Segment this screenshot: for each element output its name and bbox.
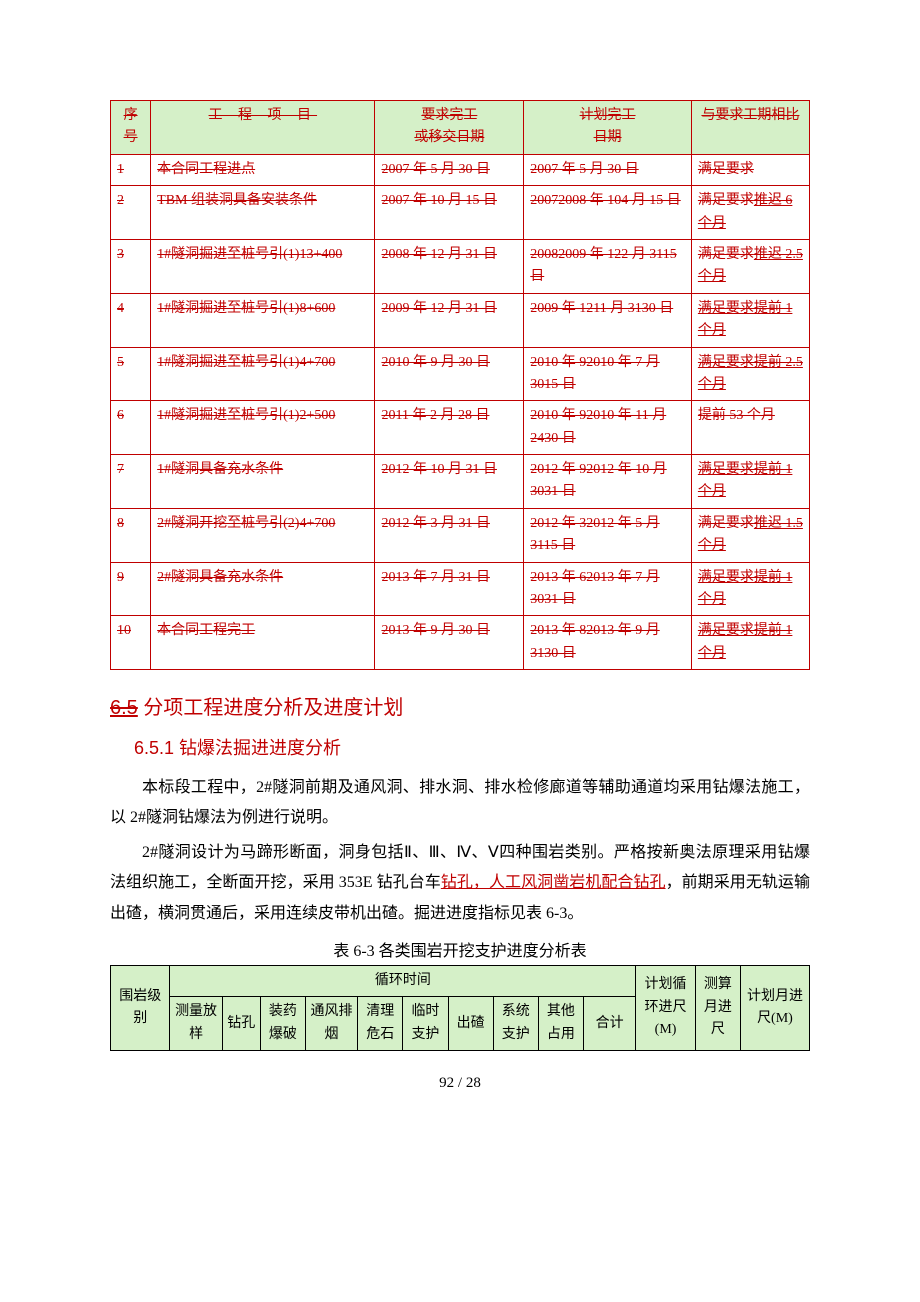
table-cell: 1#隧洞掘进至桩号引(1)13+400 — [151, 239, 375, 293]
heading-2-number: 6.5 — [110, 697, 138, 719]
th-seq: 序号 — [111, 101, 151, 155]
table-cell: 提前 53 个月 — [691, 401, 809, 455]
table-row: 92#隧洞具备充水条件2013 年 7 月 31 日2013 年 62013 年… — [111, 562, 810, 616]
progress-analysis-table: 围岩级别 循环时间 计划循环进尺(M) 测算月进尺 计划月进尺(M) 测量放样 … — [110, 965, 810, 1051]
table-cell: 1 — [111, 154, 151, 185]
table-cell: 2013 年 7 月 31 日 — [375, 562, 524, 616]
table-cell: 2010 年 92010 年 11 月 2430 日 — [524, 401, 692, 455]
th-c8: 系统支护 — [493, 997, 538, 1051]
table-cell: 满足要求 — [691, 154, 809, 185]
table-cell: 2012 年 92012 年 10 月 3031 日 — [524, 455, 692, 509]
table-cell: 10 — [111, 616, 151, 670]
table-cell: 7 — [111, 455, 151, 509]
table-cell: 满足要求推迟 2.5 个月 — [691, 239, 809, 293]
table-cell: 2013 年 9 月 30 日 — [375, 616, 524, 670]
table-cell: 满足要求提前 1 个月 — [691, 562, 809, 616]
p2-part-b: 钻孔，人工风洞凿岩机配合钻孔 — [441, 874, 666, 891]
table-row: 1本合同工程进点2007 年 5 月 30 日2007 年 5 月 30 日满足… — [111, 154, 810, 185]
th-c4: 通风排烟 — [305, 997, 357, 1051]
th-rock-grade: 围岩级别 — [111, 965, 170, 1050]
table-cell: 20072008 年 104 月 15 日 — [524, 186, 692, 240]
table-cell: 2 — [111, 186, 151, 240]
table-cell: 2007 年 5 月 30 日 — [375, 154, 524, 185]
th-plan: 计划完工日期 — [524, 101, 692, 155]
schedule-table-head: 序号 工 程 项 目 要求完工或移交日期 计划完工日期 与要求工期相比 — [111, 101, 810, 155]
table-cell: 1#隧洞掘进至桩号引(1)2+500 — [151, 401, 375, 455]
th-cycle-time: 循环时间 — [170, 965, 636, 996]
table-row: 10本合同工程完工2013 年 9 月 30 日2013 年 82013 年 9… — [111, 616, 810, 670]
th-c3: 装药爆破 — [260, 997, 305, 1051]
table-cell: 2007 年 5 月 30 日 — [524, 154, 692, 185]
table-cell: 满足要求推迟 1.5 个月 — [691, 508, 809, 562]
table-cell: 1#隧洞掘进至桩号引(1)4+700 — [151, 347, 375, 401]
th-cmp: 与要求工期相比 — [691, 101, 809, 155]
th-c5: 清理危石 — [358, 997, 403, 1051]
table-row: 41#隧洞掘进至桩号引(1)8+6002009 年 12 月 31 日2009 … — [111, 293, 810, 347]
table-cell: TBM 组装洞具备安装条件 — [151, 186, 375, 240]
table-cell: 满足要求提前 1 个月 — [691, 293, 809, 347]
table-row: 51#隧洞掘进至桩号引(1)4+7002010 年 9 月 30 日2010 年… — [111, 347, 810, 401]
table-cell: 满足要求提前 1 个月 — [691, 455, 809, 509]
heading-2-text: 分项工程进度分析及进度计划 — [138, 697, 404, 719]
table-cell: 4 — [111, 293, 151, 347]
th-plan-month: 计划月进尺(M) — [740, 965, 809, 1050]
table-cell: 2009 年 1211 月 3130 日 — [524, 293, 692, 347]
table-cell: 20082009 年 122 月 3115 日 — [524, 239, 692, 293]
table-cell: 2012 年 3 月 31 日 — [375, 508, 524, 562]
th-c9: 其他占用 — [538, 997, 583, 1051]
table-cell: 2011 年 2 月 28 日 — [375, 401, 524, 455]
schedule-table-body: 1本合同工程进点2007 年 5 月 30 日2007 年 5 月 30 日满足… — [111, 154, 810, 669]
table-cell: 2012 年 32012 年 5 月 3115 日 — [524, 508, 692, 562]
th-calc-month: 测算月进尺 — [695, 965, 740, 1050]
heading-3: 6.5.1 钻爆法掘进进度分析 — [134, 734, 810, 763]
table-caption: 表 6-3 各类围岩开挖支护进度分析表 — [110, 937, 810, 961]
th-c1: 测量放样 — [170, 997, 222, 1051]
table-cell: 2007 年 10 月 15 日 — [375, 186, 524, 240]
progress-table-head: 围岩级别 循环时间 计划循环进尺(M) 测算月进尺 计划月进尺(M) 测量放样 … — [111, 965, 810, 1050]
table-cell: 2010 年 9 月 30 日 — [375, 347, 524, 401]
table-cell: 满足要求推迟 6 个月 — [691, 186, 809, 240]
table-cell: 1#隧洞掘进至桩号引(1)8+600 — [151, 293, 375, 347]
table-cell: 5 — [111, 347, 151, 401]
page-footer: 92 / 28 — [110, 1075, 810, 1092]
table-cell: 1#隧洞具备充水条件 — [151, 455, 375, 509]
paragraph-2: 2#隧洞设计为马蹄形断面，洞身包括Ⅱ、Ⅲ、Ⅳ、Ⅴ四种围岩类别。严格按新奥法原理采… — [110, 838, 810, 929]
th-c6: 临时支护 — [403, 997, 448, 1051]
th-plan-cycle: 计划循环进尺(M) — [636, 965, 695, 1050]
table-cell: 2009 年 12 月 31 日 — [375, 293, 524, 347]
table-cell: 2#隧洞开挖至桩号引(2)4+700 — [151, 508, 375, 562]
table-cell: 满足要求提前 2.5 个月 — [691, 347, 809, 401]
th-req: 要求完工或移交日期 — [375, 101, 524, 155]
table-cell: 本合同工程完工 — [151, 616, 375, 670]
table-cell: 2#隧洞具备充水条件 — [151, 562, 375, 616]
table-cell: 2013 年 82013 年 9 月 3130 日 — [524, 616, 692, 670]
table-row: 71#隧洞具备充水条件2012 年 10 月 31 日2012 年 92012 … — [111, 455, 810, 509]
th-c2: 钻孔 — [222, 997, 260, 1051]
th-item: 工 程 项 目 — [151, 101, 375, 155]
table-cell: 2010 年 92010 年 7 月 3015 日 — [524, 347, 692, 401]
table-cell: 9 — [111, 562, 151, 616]
schedule-table: 序号 工 程 项 目 要求完工或移交日期 计划完工日期 与要求工期相比 1本合同… — [110, 100, 810, 670]
document-page: 序号 工 程 项 目 要求完工或移交日期 计划完工日期 与要求工期相比 1本合同… — [0, 0, 920, 1132]
table-cell: 2012 年 10 月 31 日 — [375, 455, 524, 509]
table-row: 82#隧洞开挖至桩号引(2)4+7002012 年 3 月 31 日2012 年… — [111, 508, 810, 562]
table-cell: 满足要求提前 1 个月 — [691, 616, 809, 670]
th-c7: 出碴 — [448, 997, 493, 1051]
table-cell: 3 — [111, 239, 151, 293]
table-cell: 本合同工程进点 — [151, 154, 375, 185]
table-row: 61#隧洞掘进至桩号引(1)2+5002011 年 2 月 28 日2010 年… — [111, 401, 810, 455]
table-row: 31#隧洞掘进至桩号引(1)13+4002008 年 12 月 31 日2008… — [111, 239, 810, 293]
heading-2: 6.5 分项工程进度分析及进度计划 — [110, 692, 810, 724]
paragraph-1: 本标段工程中，2#隧洞前期及通风洞、排水洞、排水检修廊道等辅助通道均采用钻爆法施… — [110, 773, 810, 834]
th-c10: 合计 — [583, 997, 635, 1051]
table-row: 2TBM 组装洞具备安装条件2007 年 10 月 15 日20072008 年… — [111, 186, 810, 240]
table-cell: 8 — [111, 508, 151, 562]
table-cell: 2013 年 62013 年 7 月 3031 日 — [524, 562, 692, 616]
table-cell: 2008 年 12 月 31 日 — [375, 239, 524, 293]
table-cell: 6 — [111, 401, 151, 455]
